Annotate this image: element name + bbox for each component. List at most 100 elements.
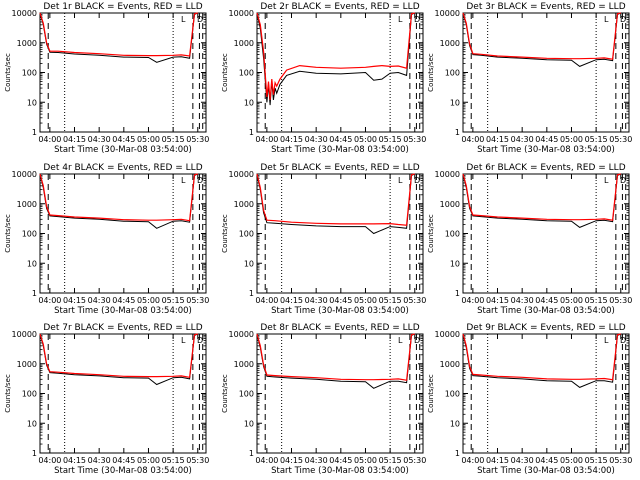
series-line-lld [462, 333, 621, 381]
corner-mark-d: D [620, 176, 626, 185]
y-axis-label: Counts/sec [221, 374, 229, 413]
x-tick-label: 04:30 [511, 135, 534, 144]
corner-mark-l: L [604, 15, 609, 24]
y-tick-label: 10 [244, 419, 254, 428]
panel-title: Det 7r BLACK = Events, RED = LLD [43, 323, 202, 333]
y-tick-label: 1000 [234, 200, 254, 209]
y-tick-label: 100 [22, 390, 37, 399]
x-tick-label: 05:00 [560, 135, 583, 144]
x-tick-label: 04:00 [461, 135, 484, 144]
panel-title: Det 1r BLACK = Events, RED = LLD [43, 2, 202, 12]
x-tick-label: 05:00 [137, 456, 160, 465]
x-tick-label: 04:45 [535, 135, 558, 144]
x-tick-label: 05:00 [354, 135, 377, 144]
y-tick-label: 1 [455, 289, 460, 298]
y-tick-label: 1000 [440, 360, 460, 369]
x-tick-label: 04:30 [511, 456, 534, 465]
y-tick-label: 1000 [440, 39, 460, 48]
series-line-events [256, 173, 415, 235]
y-tick-label: 10 [27, 259, 37, 268]
panel-title: Det 3r BLACK = Events, RED = LLD [466, 2, 625, 12]
x-tick-label: 05:15 [162, 456, 185, 465]
y-tick-label: 1000 [17, 360, 37, 369]
series-line-lld [39, 12, 198, 57]
x-tick-label: 04:15 [486, 296, 509, 305]
x-axis-label: Start Time (30-Mar-08 03:54:00) [271, 466, 409, 476]
x-axis-label: Start Time (30-Mar-08 03:54:00) [54, 145, 192, 155]
x-tick-label: 05:15 [379, 135, 402, 144]
x-tick-label: 05:15 [379, 456, 402, 465]
y-tick-label: 10 [27, 98, 37, 107]
panel-title: Det 2r BLACK = Events, RED = LLD [260, 2, 419, 12]
series-line-lld [256, 12, 415, 100]
y-tick-label: 10 [244, 98, 254, 107]
panel-title: Det 8r BLACK = Events, RED = LLD [260, 323, 419, 333]
corner-mark-d: D [620, 336, 626, 345]
detector-panel-6: Det 6r BLACK = Events, RED = LLD 1 10 100 10… [427, 163, 632, 316]
x-tick-label: 05:15 [585, 296, 608, 305]
y-tick-label: 10 [450, 98, 460, 107]
x-tick-label: 05:30 [403, 296, 426, 305]
y-axis-label: Counts/sec [221, 214, 229, 253]
y-tick-label: 10 [450, 419, 460, 428]
corner-mark-d: D [197, 176, 203, 185]
y-tick-label: 10 [27, 419, 37, 428]
x-tick-label: 04:45 [329, 296, 352, 305]
series-line-events [256, 12, 415, 106]
corner-mark-d: D [414, 176, 420, 185]
series-line-events [256, 333, 415, 389]
corner-mark-l: L [398, 176, 403, 185]
x-axis-label: Start Time (30-Mar-08 03:54:00) [54, 466, 192, 476]
x-tick-label: 04:30 [305, 456, 328, 465]
y-tick-label: 10000 [435, 330, 460, 339]
y-tick-label: 100 [22, 69, 37, 78]
x-tick-label: 04:00 [38, 456, 61, 465]
x-tick-label: 04:00 [255, 135, 278, 144]
y-axis-label: Counts/sec [4, 53, 12, 92]
detector-panel-2: Det 2r BLACK = Events, RED = LLD 1 10 100 10… [221, 2, 426, 155]
y-axis-label: Counts/sec [4, 374, 12, 413]
x-tick-label: 05:30 [403, 456, 426, 465]
x-tick-label: 05:00 [560, 296, 583, 305]
y-tick-label: 100 [445, 69, 460, 78]
detector-panel-8: Det 8r BLACK = Events, RED = LLD 1 10 100 10… [221, 323, 426, 476]
corner-mark-d: D [197, 336, 203, 345]
x-tick-label: 04:00 [461, 296, 484, 305]
x-tick-label: 05:30 [186, 135, 209, 144]
corner-mark-d: D [414, 336, 420, 345]
x-tick-label: 05:30 [186, 456, 209, 465]
x-tick-label: 05:30 [186, 296, 209, 305]
y-tick-label: 10000 [229, 9, 254, 18]
x-tick-label: 05:00 [354, 296, 377, 305]
y-tick-label: 100 [239, 230, 254, 239]
detector-panel-9: Det 9r BLACK = Events, RED = LLD 1 10 100 10… [427, 323, 632, 476]
x-tick-label: 05:30 [403, 135, 426, 144]
plot-frame [39, 333, 207, 454]
x-axis-label: Start Time (30-Mar-08 03:54:00) [271, 145, 409, 155]
y-tick-label: 1000 [234, 360, 254, 369]
y-tick-label: 10000 [435, 9, 460, 18]
series-line-lld [462, 12, 621, 60]
y-tick-label: 10000 [435, 170, 460, 179]
x-tick-label: 04:30 [305, 296, 328, 305]
y-tick-label: 100 [22, 230, 37, 239]
plot-frame [256, 333, 424, 454]
x-tick-label: 05:15 [162, 135, 185, 144]
x-tick-label: 05:15 [379, 296, 402, 305]
x-tick-label: 05:30 [609, 296, 632, 305]
y-tick-label: 1 [32, 289, 37, 298]
y-tick-label: 10000 [12, 170, 37, 179]
x-tick-label: 05:15 [162, 296, 185, 305]
x-tick-label: 04:30 [88, 456, 111, 465]
panel-title: Det 4r BLACK = Events, RED = LLD [43, 163, 202, 173]
y-axis-label: Counts/sec [427, 374, 435, 413]
y-tick-label: 10000 [229, 170, 254, 179]
x-tick-label: 04:00 [38, 135, 61, 144]
y-axis-label: Counts/sec [427, 53, 435, 92]
x-tick-label: 04:15 [280, 135, 303, 144]
detector-panel-1: Det 1r BLACK = Events, RED = LLD 1 10 100 10… [4, 2, 209, 155]
y-tick-label: 10 [450, 259, 460, 268]
plot-frame [462, 173, 630, 294]
corner-mark-l: L [181, 336, 186, 345]
y-tick-label: 100 [445, 390, 460, 399]
